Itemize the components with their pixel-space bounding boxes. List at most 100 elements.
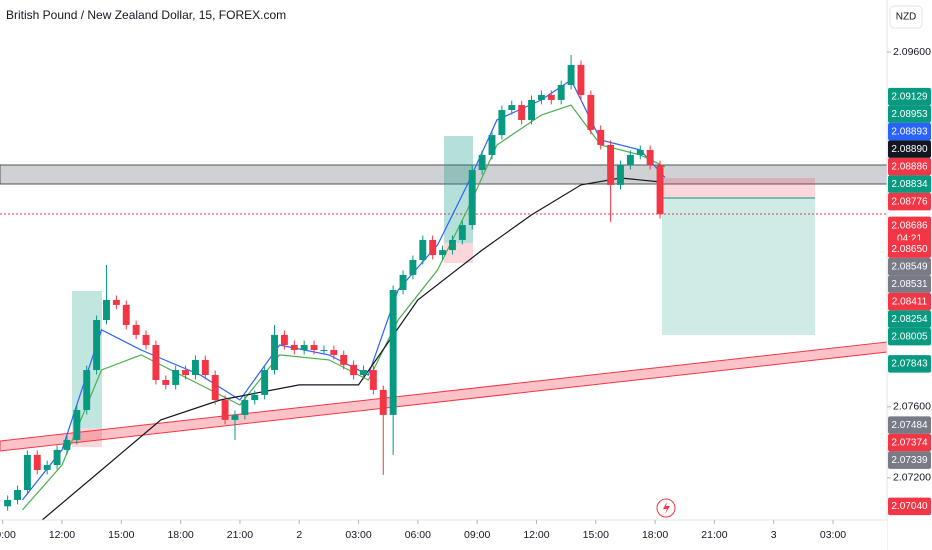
price-tag-label: 2.08549 (891, 262, 928, 273)
lightning (663, 502, 670, 514)
x-tick-label: 15:00 (583, 529, 609, 541)
price-tag-label: 2.07339 (891, 455, 928, 466)
candle-body (122, 304, 130, 325)
candle-body (607, 144, 615, 185)
drawings (0, 136, 888, 452)
candle-body (567, 64, 575, 86)
x-tick-label: 2 (296, 529, 302, 541)
candle-body (448, 239, 456, 251)
candle-body (340, 354, 348, 365)
price-tag (888, 433, 931, 452)
candle-body (14, 490, 21, 500)
candle-body (399, 274, 407, 290)
price-tag (888, 355, 931, 373)
candle-body (547, 94, 555, 100)
price-tag-label: 2.08005 (891, 332, 928, 343)
x-tick-label: 3 (771, 529, 777, 541)
price-tag (888, 292, 931, 311)
candle-body (508, 105, 516, 111)
candle-body (310, 345, 318, 350)
x-tick-label: 03:00 (345, 529, 371, 541)
candle-body (271, 334, 278, 371)
position-profit (444, 136, 473, 243)
price-tag-label: 2.08886 (891, 162, 928, 173)
candle-body (63, 439, 71, 450)
candle-body (221, 400, 229, 420)
price-tag-label: 2.08531 (891, 279, 928, 290)
candle-body (646, 149, 654, 166)
price-tag (888, 157, 931, 176)
candle-body (33, 454, 41, 470)
candle-body (241, 400, 249, 415)
x-tick-label: 12:00 (49, 529, 75, 541)
candle-body (142, 334, 150, 346)
price-tag (888, 416, 931, 434)
candle-body (4, 499, 12, 507)
candle-body (112, 299, 120, 305)
candle-body (537, 94, 545, 100)
price-tag-label: 2.08411 (892, 297, 928, 308)
x-tick-label: 18:00 (167, 529, 193, 541)
moving-average (41, 177, 661, 521)
candle-body (597, 129, 605, 145)
candle-body (577, 64, 585, 95)
candle-body (656, 165, 664, 215)
candle-body (103, 299, 110, 320)
price-tag-label: 2.08776 (891, 197, 928, 208)
x-tick-label: 18:00 (642, 529, 668, 541)
candle-body (320, 349, 328, 351)
candle-body (73, 409, 81, 440)
x-tick-label: 12:00 (523, 529, 549, 541)
currency[interactable]: NZD (896, 12, 917, 23)
price-tag-label: 2.07484 (891, 420, 928, 431)
price-tag-label: 2.08686 (891, 220, 928, 231)
price-tag (888, 122, 931, 141)
price-tag-label: 2.07040 (891, 501, 928, 512)
candle-body (498, 110, 506, 136)
candle-body (360, 370, 367, 376)
price-tag (888, 140, 931, 158)
candle-body (300, 345, 308, 350)
candle-body (478, 154, 486, 171)
price-tag (888, 216, 931, 247)
x-tick-label: 09:00 (0, 529, 16, 541)
candle-body (468, 170, 476, 226)
price-tag (888, 257, 931, 276)
position-profit (662, 198, 815, 335)
price-tag (888, 310, 931, 328)
price-tag (888, 105, 931, 123)
candle-body (379, 389, 387, 415)
candle-body (231, 414, 239, 420)
candle-body (636, 149, 644, 155)
candle-body (201, 359, 209, 376)
candle-body (429, 239, 437, 256)
price-tag (888, 175, 931, 193)
price-tag-label: 2.08893 (891, 127, 928, 138)
series (4, 55, 666, 521)
candle-body (182, 370, 190, 376)
price-tag (888, 497, 931, 516)
candle-body (330, 349, 338, 355)
y-tick-label: 2.07600 (893, 401, 931, 413)
candle-body (350, 364, 358, 376)
candle-body (23, 454, 31, 491)
candle-body (389, 289, 397, 415)
candle-body (617, 165, 624, 185)
x-tick-label: 09:00 (464, 529, 490, 541)
price-tag (888, 327, 931, 346)
countdown: 04:21 (897, 233, 922, 244)
price-tag-label: 2.09129 (891, 92, 928, 103)
price-tag-label: 2.08254 (891, 314, 928, 325)
currency-button[interactable] (889, 5, 923, 29)
price-tag (888, 275, 931, 293)
y-tick-label: 2.09600 (893, 46, 931, 58)
candle-body (587, 94, 595, 130)
candle-body (488, 135, 496, 155)
y-tick-label: 2.07200 (893, 472, 931, 484)
candle-body (626, 154, 634, 166)
candle-body (152, 345, 160, 380)
candle-body (211, 375, 219, 401)
